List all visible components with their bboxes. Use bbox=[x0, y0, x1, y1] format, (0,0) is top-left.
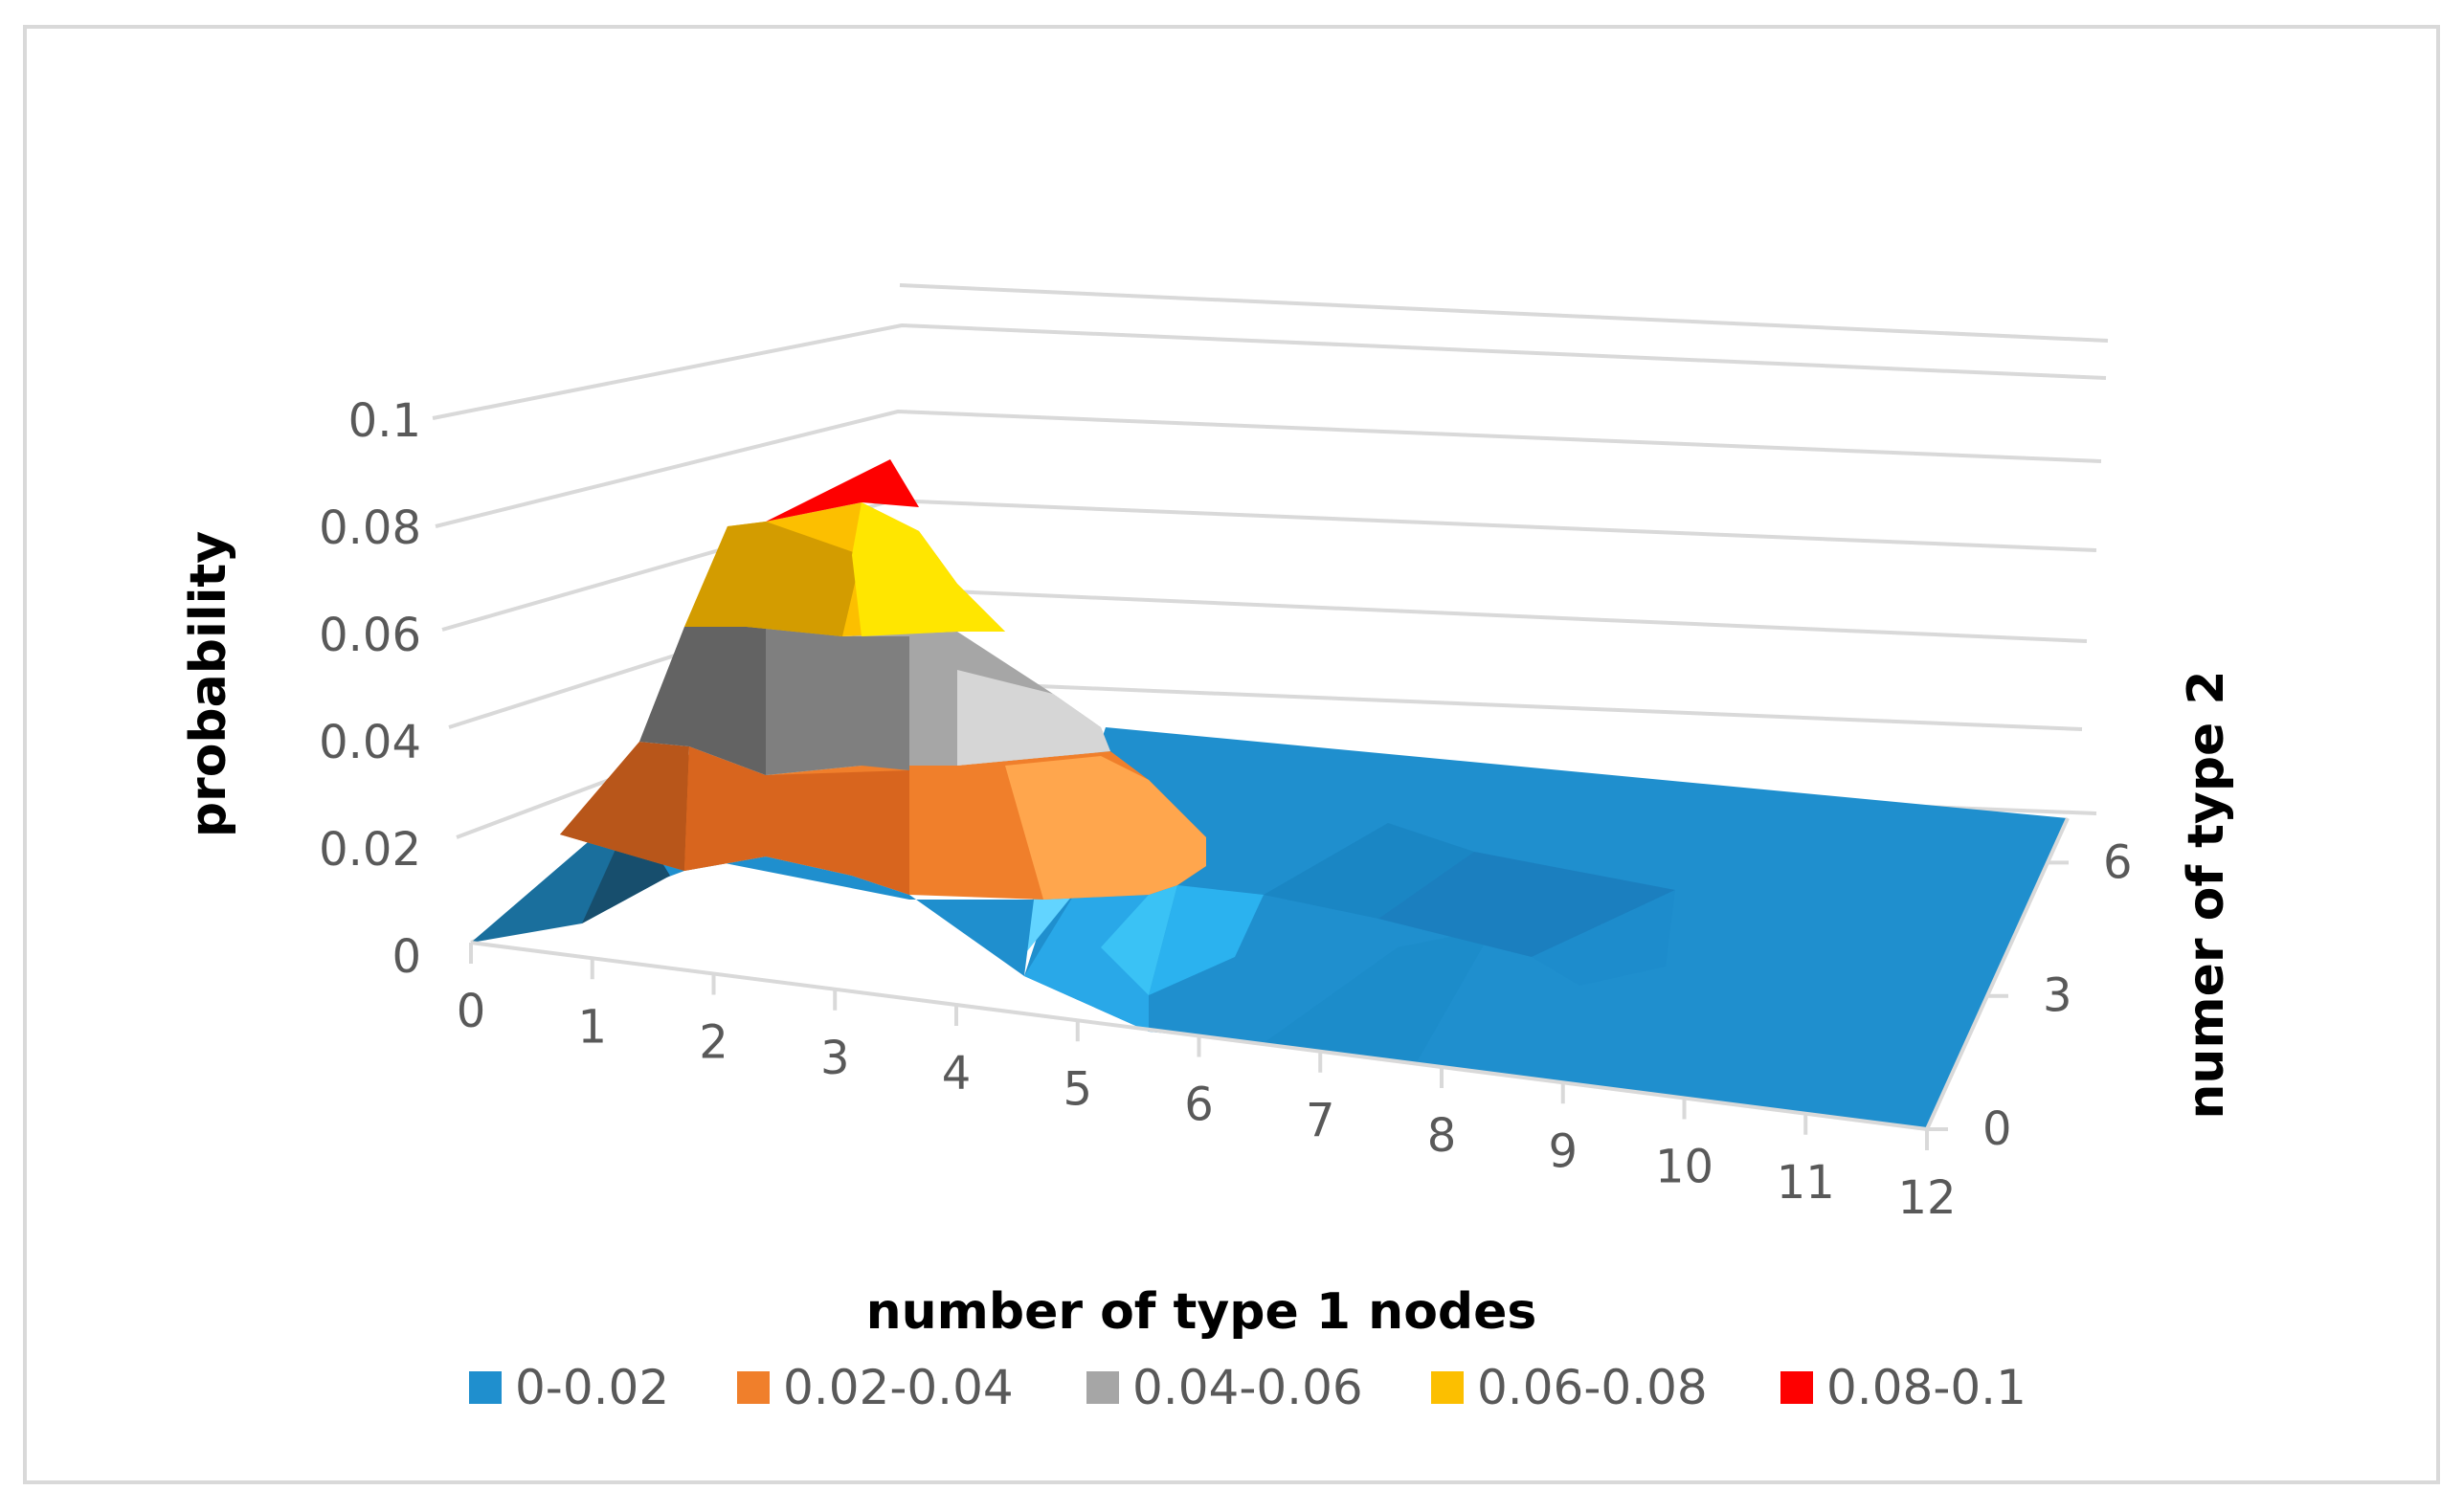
legend-swatch-2 bbox=[1086, 1371, 1119, 1404]
surface-floor-facet-4 bbox=[1264, 928, 1493, 1062]
x-ticks: 0 1 2 3 4 5 6 7 8 9 10 11 12 bbox=[457, 943, 1957, 1225]
legend-label-4: 0.08-0.1 bbox=[1826, 1360, 2026, 1415]
y-tick-label-0: 0 bbox=[392, 930, 421, 984]
x-tick-label-11: 11 bbox=[1777, 1156, 1835, 1210]
x-tick-label-0: 0 bbox=[457, 985, 486, 1038]
z-tick-label-6: 6 bbox=[2103, 835, 2133, 889]
surface-floor-facet-1 bbox=[1024, 890, 1149, 1032]
y-tick-label-0.08: 0.08 bbox=[319, 501, 421, 555]
peak-band-orange-dark-left bbox=[560, 742, 689, 871]
legend-swatch-0 bbox=[469, 1371, 502, 1404]
gridline-006 bbox=[441, 498, 2097, 632]
legend-label-1: 0.02-0.04 bbox=[783, 1360, 1014, 1415]
z-axis-title: numer of type 2 bbox=[2178, 670, 2235, 1119]
gridline-008 bbox=[435, 409, 2102, 528]
legend: 0-0.02 0.02-0.04 0.04-0.06 0.06-0.08 0.08-0.… bbox=[469, 1360, 2026, 1415]
y-tick-label-0.02: 0.02 bbox=[319, 823, 421, 877]
peak-band-gray-dark bbox=[639, 627, 766, 775]
y-ticks: 0 0.02 0.04 0.06 0.08 0.1 bbox=[319, 394, 421, 984]
x-tick-label-5: 5 bbox=[1063, 1062, 1092, 1116]
x-tick-label-3: 3 bbox=[820, 1032, 850, 1085]
x-axis-title: number of type 1 nodes bbox=[866, 1283, 1537, 1341]
y-tick-label-0.1: 0.1 bbox=[348, 394, 421, 448]
peak-band-orange-mid bbox=[684, 746, 909, 895]
legend-swatch-1 bbox=[737, 1371, 770, 1404]
legend-swatch-4 bbox=[1780, 1371, 1813, 1404]
surface-floor-facet-6 bbox=[1532, 890, 1675, 986]
y-tick-label-0.06: 0.06 bbox=[319, 609, 421, 662]
peak-band-gray-mid bbox=[766, 627, 909, 775]
x-tick-label-10: 10 bbox=[1655, 1141, 1713, 1194]
z-ticks: 0 3 6 bbox=[1927, 835, 2133, 1156]
y-tick-label-0.04: 0.04 bbox=[319, 716, 421, 769]
legend-swatch-3 bbox=[1431, 1371, 1464, 1404]
x-tick-label-1: 1 bbox=[577, 1000, 607, 1054]
x-axis: 0 1 2 3 4 5 6 7 8 9 10 11 12 bbox=[457, 941, 1957, 1225]
surface-floor-facet-3 bbox=[1264, 823, 1474, 919]
z-tick-label-3: 3 bbox=[2043, 969, 2072, 1023]
x-tick-label-9: 9 bbox=[1548, 1124, 1578, 1178]
peak-band-yellow-dark bbox=[684, 522, 862, 636]
surface-floor bbox=[1015, 727, 2068, 1129]
x-tick-label-2: 2 bbox=[699, 1016, 728, 1070]
peak-band-red bbox=[766, 459, 919, 522]
x-tick-label-6: 6 bbox=[1184, 1078, 1214, 1132]
x-tick-label-8: 8 bbox=[1427, 1109, 1457, 1163]
z-axis-line bbox=[1925, 817, 2070, 1130]
surface-peak bbox=[471, 459, 1206, 976]
legend-label-2: 0.04-0.06 bbox=[1132, 1360, 1363, 1415]
peak-band-orange-light bbox=[1005, 756, 1206, 900]
gridline-top bbox=[899, 283, 2109, 343]
x-tick-label-7: 7 bbox=[1306, 1094, 1335, 1147]
y-axis-title: probability bbox=[180, 531, 237, 837]
z-tick-label-0: 0 bbox=[1982, 1102, 2012, 1156]
legend-label-0: 0-0.02 bbox=[515, 1360, 669, 1415]
x-tick-label-12: 12 bbox=[1897, 1171, 1956, 1225]
z-axis: 0 3 6 bbox=[1925, 817, 2133, 1156]
surface-floor-facet-7 bbox=[1101, 885, 1177, 995]
peak-band-gray-light bbox=[957, 670, 1110, 766]
surface-floor-facet-2 bbox=[1149, 885, 1264, 995]
legend-label-3: 0.06-0.08 bbox=[1477, 1360, 1708, 1415]
peak-band-yellow-bright bbox=[852, 502, 1005, 636]
x-tick-label-4: 4 bbox=[942, 1047, 972, 1101]
gridline-010 bbox=[432, 322, 2107, 420]
surface-floor-facet-5 bbox=[1378, 852, 1675, 957]
